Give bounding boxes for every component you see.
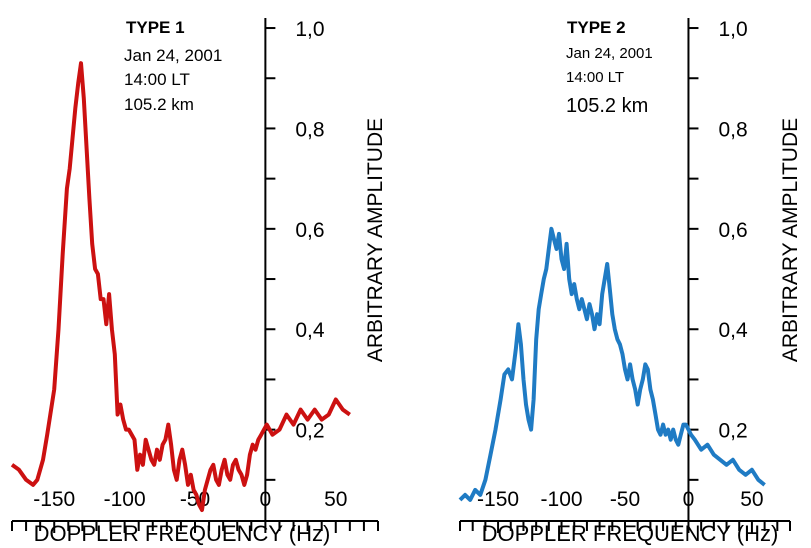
y-tick-label: 0,4	[718, 319, 748, 342]
x-tick-label: -50	[610, 488, 640, 511]
x-tick-label: -100	[541, 488, 583, 511]
y-axis-label: ARBITRARY AMPLITUDE	[779, 118, 802, 362]
annotation-time: 14:00 LT	[124, 70, 190, 89]
x-tick-label: -150	[33, 488, 75, 511]
annotation-block: TYPE 1 Jan 24, 2001 14:00 LT 105.2 km	[124, 18, 222, 114]
y-tick-label: 0,8	[295, 118, 324, 141]
annotation-type: TYPE 1	[126, 18, 185, 37]
x-axis-label: DOPPLER FREQUENCY (Hz)	[482, 521, 779, 546]
x-tick-label: 50	[740, 488, 763, 511]
y-axis-ticks: 0,2 0,4 0,6 0,8 1,0	[265, 18, 325, 481]
y-tick-label: 0,6	[295, 219, 324, 242]
x-tick-label: 50	[324, 488, 347, 511]
x-tick-label: 0	[260, 488, 272, 511]
y-tick-label: 0,2	[295, 420, 324, 443]
x-axis-label: DOPPLER FREQUENCY (Hz)	[34, 521, 331, 546]
x-tick-label: -100	[104, 488, 146, 511]
y-tick-label: 0,6	[718, 219, 747, 242]
y-tick-label: 0,2	[718, 420, 747, 443]
annotation-type: TYPE 2	[567, 18, 626, 37]
annotation-height: 105.2 km	[566, 95, 648, 117]
chart-panel-type-2: TYPE 2 Jan 24, 2001 14:00 LT 105.2 km -1…	[458, 18, 802, 546]
y-tick-label: 0,4	[295, 319, 325, 342]
y-axis-label: ARBITRARY AMPLITUDE	[364, 118, 387, 362]
y-tick-label: 1,0	[718, 18, 747, 41]
annotation-date: Jan 24, 2001	[566, 45, 653, 62]
annotation-block: TYPE 2 Jan 24, 2001 14:00 LT 105.2 km	[566, 18, 653, 117]
y-tick-label: 1,0	[295, 18, 324, 41]
x-axis-ticks: -150 -100 -50 0 50	[459, 488, 791, 533]
annotation-time: 14:00 LT	[566, 69, 624, 86]
axes	[460, 18, 790, 522]
x-axis-ticks: -150 -100 -50 0 50	[11, 488, 379, 533]
annotation-height: 105.2 km	[124, 95, 194, 114]
x-tick-label: 0	[683, 488, 695, 511]
axes	[12, 18, 378, 522]
annotation-date: Jan 24, 2001	[124, 46, 222, 65]
y-tick-label: 0,8	[718, 118, 747, 141]
chart-panel-type-1: TYPE 1 Jan 24, 2001 14:00 LT 105.2 km -1…	[10, 18, 387, 546]
series-line	[458, 226, 766, 502]
series-line	[10, 61, 351, 512]
y-axis-ticks: 0,2 0,4 0,6 0,8 1,0	[688, 18, 748, 481]
x-tick-label: -150	[477, 488, 519, 511]
